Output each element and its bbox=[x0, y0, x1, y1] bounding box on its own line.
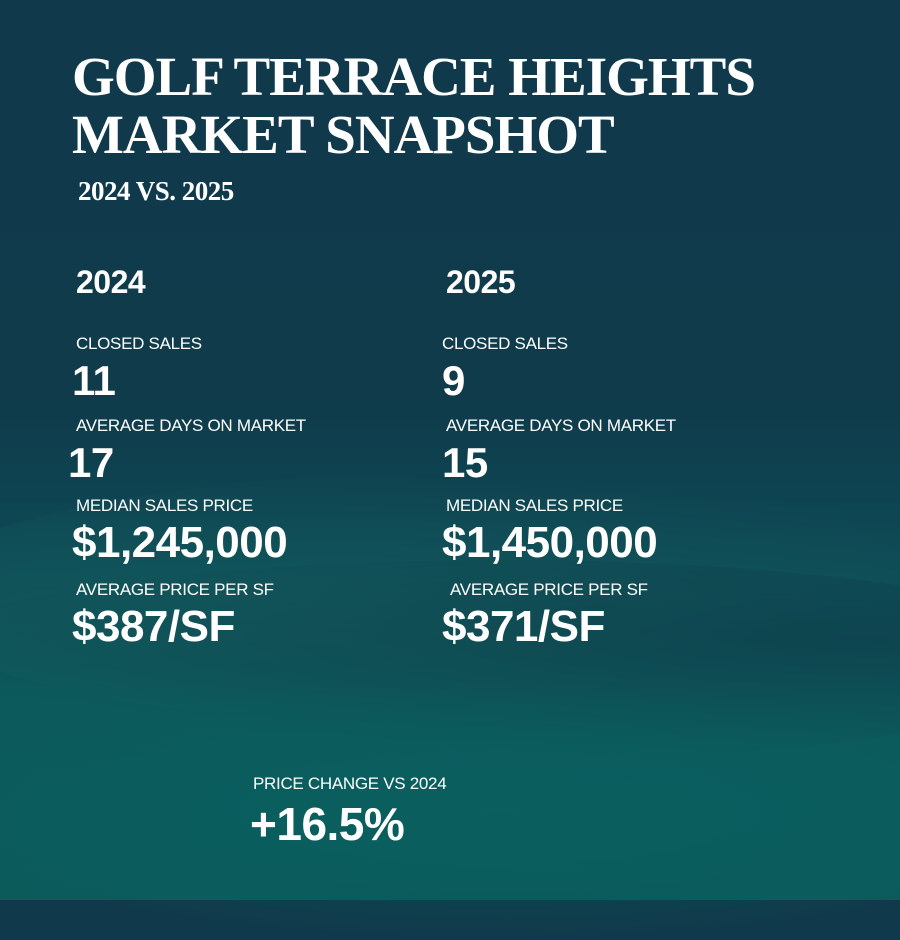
price-change-value: +16.5% bbox=[250, 798, 405, 850]
metric-price-per-sf: AVERAGE PRICE PER SF $387/SF bbox=[72, 578, 432, 652]
column-year: 2024 bbox=[76, 264, 146, 300]
metric-value: 15 bbox=[442, 439, 488, 486]
metric-value: $371/SF bbox=[442, 602, 605, 651]
column-2024: 2024 CLOSED SALES 11 AVERAGE DAYS ON MAR… bbox=[68, 262, 432, 652]
metric-days-on-market: AVERAGE DAYS ON MARKET 17 bbox=[68, 414, 432, 494]
metric-label: AVERAGE DAYS ON MARKET bbox=[446, 416, 676, 435]
metric-closed-sales: CLOSED SALES 11 bbox=[72, 332, 432, 414]
metric-median-price: MEDIAN SALES PRICE $1,450,000 bbox=[442, 494, 802, 578]
metric-price-per-sf: AVERAGE PRICE PER SF $371/SF bbox=[442, 578, 802, 652]
metric-days-on-market: AVERAGE DAYS ON MARKET 15 bbox=[442, 414, 802, 494]
background-wave bbox=[0, 680, 900, 940]
metric-label: MEDIAN SALES PRICE bbox=[446, 496, 623, 515]
metric-label: AVERAGE PRICE PER SF bbox=[76, 580, 274, 599]
metric-label: AVERAGE DAYS ON MARKET bbox=[76, 416, 306, 435]
metric-value: $1,450,000 bbox=[442, 518, 658, 567]
metric-label: AVERAGE PRICE PER SF bbox=[450, 580, 648, 599]
title-line-2: MARKET SNAPSHOT bbox=[72, 104, 615, 165]
metric-median-price: MEDIAN SALES PRICE $1,245,000 bbox=[72, 494, 432, 578]
metric-label: MEDIAN SALES PRICE bbox=[76, 496, 253, 515]
metric-value: 11 bbox=[72, 357, 116, 404]
title-line-1: GOLF TERRACE HEIGHTS bbox=[72, 46, 756, 107]
metric-value: $1,245,000 bbox=[72, 518, 288, 567]
metric-value: $387/SF bbox=[72, 602, 235, 651]
column-2025: 2025 CLOSED SALES 9 AVERAGE DAYS ON MARK… bbox=[442, 262, 802, 652]
page-subtitle: 2024 VS. 2025 bbox=[78, 176, 234, 206]
metric-value: 9 bbox=[442, 357, 465, 404]
price-change-label: PRICE CHANGE VS 2024 bbox=[253, 774, 447, 793]
metric-label: CLOSED SALES bbox=[76, 334, 202, 353]
column-year: 2025 bbox=[446, 264, 516, 300]
price-change: PRICE CHANGE VS 2024 +16.5% bbox=[250, 772, 447, 852]
metric-value: 17 bbox=[68, 439, 114, 486]
metric-closed-sales: CLOSED SALES 9 bbox=[442, 332, 802, 414]
metric-label: CLOSED SALES bbox=[442, 334, 568, 353]
page-title: GOLF TERRACE HEIGHTS MARKET SNAPSHOT bbox=[72, 46, 756, 165]
